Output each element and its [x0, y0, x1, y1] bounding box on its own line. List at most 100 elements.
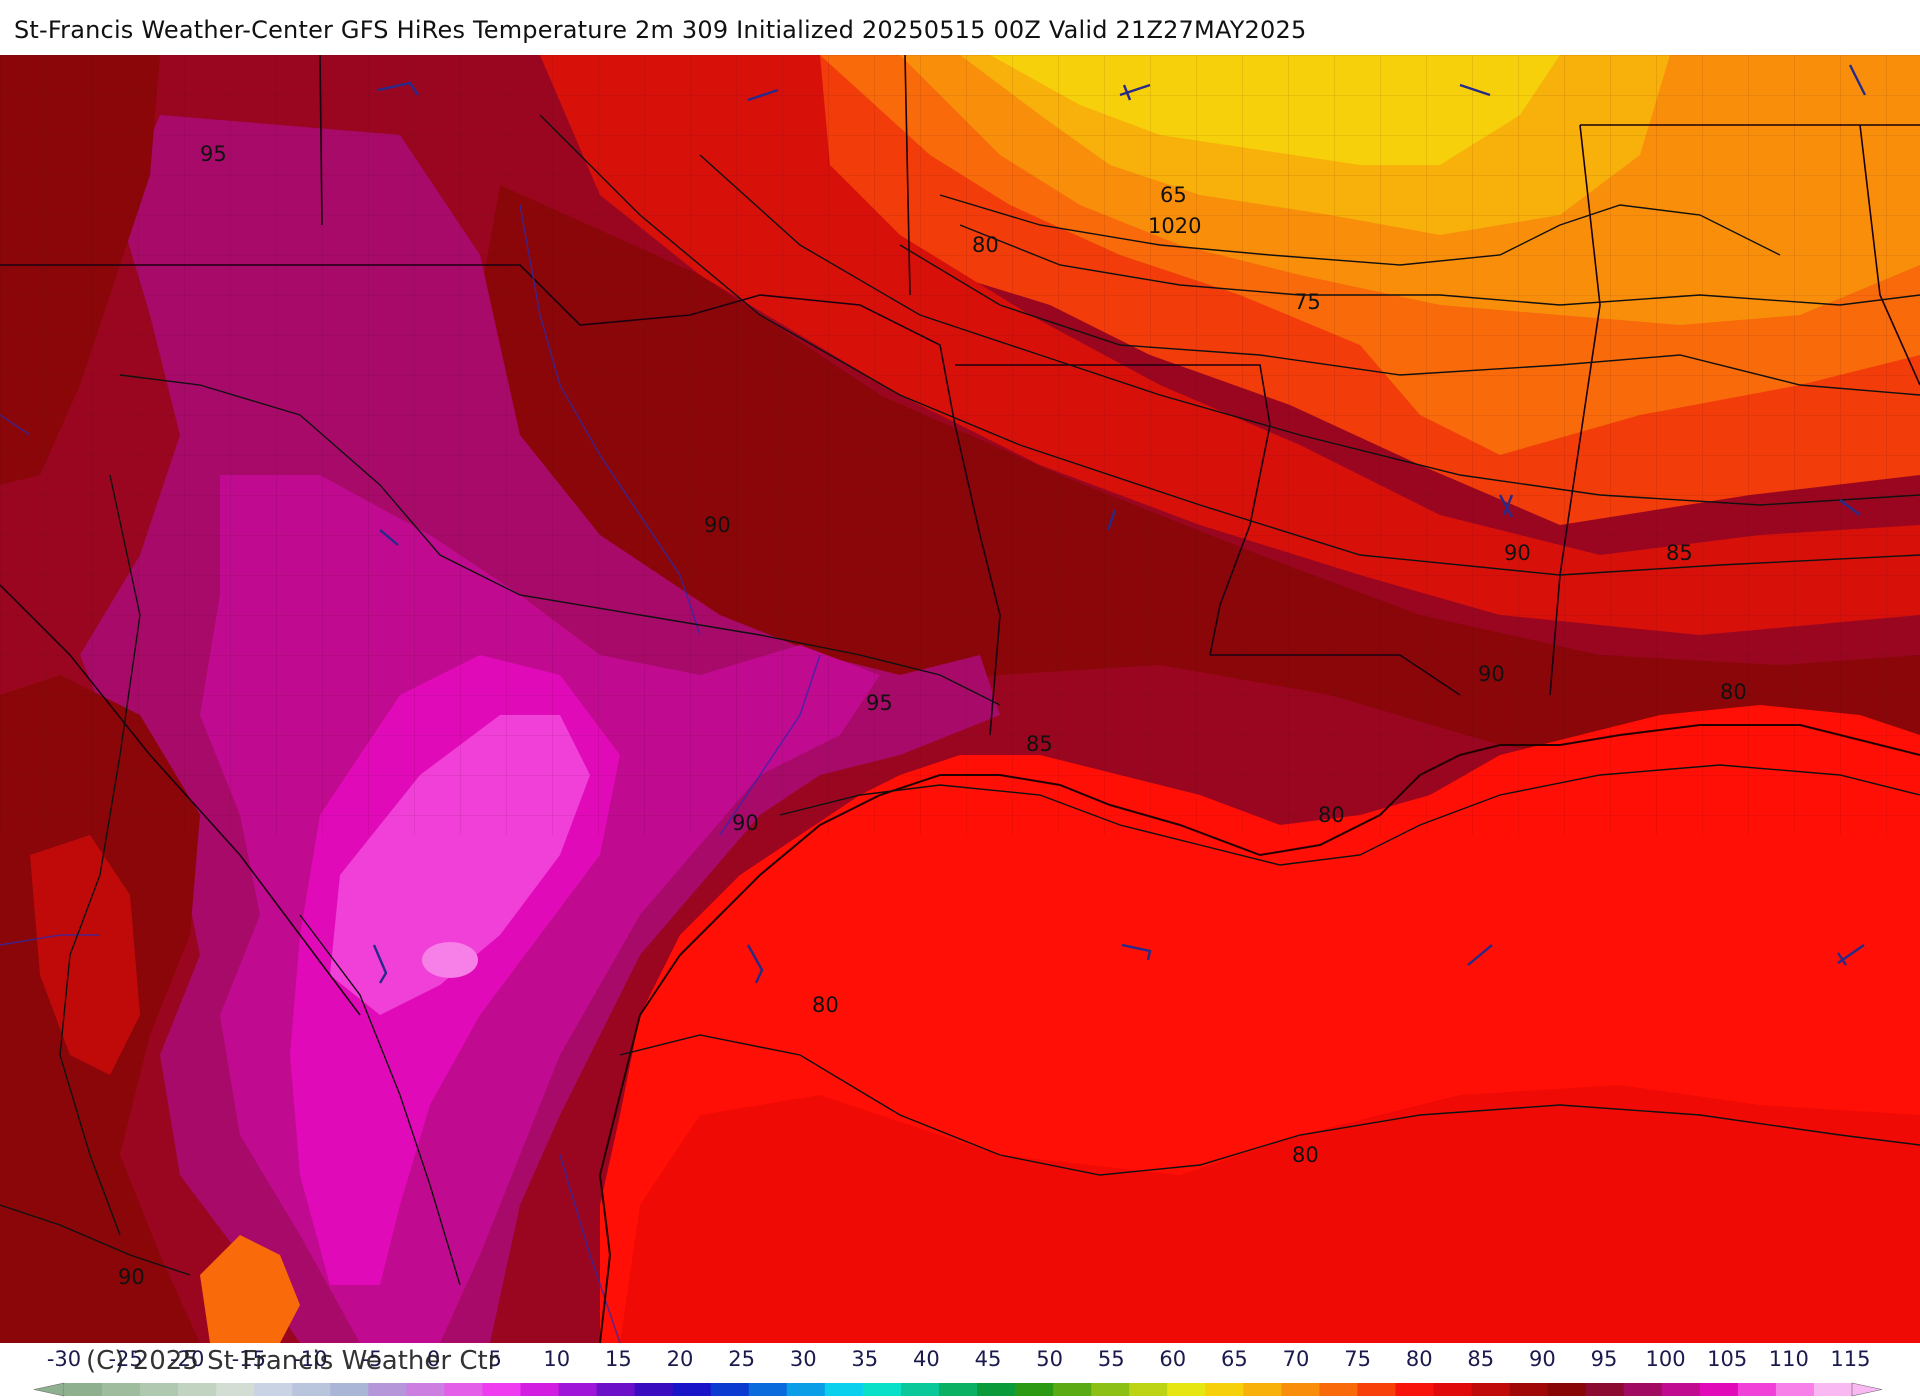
- legend-swatch: [1319, 1383, 1358, 1396]
- legend-tick-label: 15: [605, 1347, 632, 1371]
- legend-tick-label: 95: [1591, 1347, 1618, 1371]
- legend-tick-label: 110: [1769, 1347, 1809, 1371]
- legend-swatch: [900, 1383, 940, 1396]
- wind-barb-icon: [377, 81, 419, 96]
- coastline: [598, 724, 1920, 1343]
- legend-tick-label: 25: [728, 1347, 755, 1371]
- legend-swatch: [824, 1383, 864, 1396]
- contour-label: 80: [1720, 680, 1747, 704]
- legend-swatch: [977, 1383, 1016, 1396]
- contour-label-group: 95 65 1020 80 75 90 90 85 90 80 95 85 80…: [118, 142, 1747, 1289]
- legend-swatch: [1585, 1383, 1625, 1396]
- contour-label: 90: [704, 513, 731, 537]
- legend-swatch: [254, 1383, 293, 1396]
- legend-swatch: [444, 1383, 483, 1396]
- legend-tick-label: -30: [47, 1347, 81, 1371]
- legend-tick-label: 75: [1344, 1347, 1371, 1371]
- wind-barb-icon: [1121, 943, 1152, 961]
- legend-swatch: [1015, 1383, 1054, 1396]
- legend-tick-label: -5: [362, 1347, 383, 1371]
- legend-swatch: [178, 1383, 217, 1396]
- contour-label: 90: [1504, 541, 1531, 565]
- legend-tick-label: 10: [543, 1347, 570, 1371]
- legend-swatch: [748, 1383, 788, 1396]
- legend-tick-label: 50: [1036, 1347, 1063, 1371]
- legend-swatch: [1737, 1383, 1777, 1396]
- legend-swatch: [1699, 1383, 1739, 1396]
- contour-label: 65: [1160, 183, 1187, 207]
- legend-swatch: [64, 1383, 103, 1396]
- legend-tick-label: 0: [427, 1347, 440, 1371]
- contour-label: 95: [200, 142, 227, 166]
- legend-tick-label: 45: [975, 1347, 1002, 1371]
- legend-tick-label: 85: [1467, 1347, 1494, 1371]
- legend-swatch: [1129, 1383, 1168, 1396]
- legend-swatch: [520, 1383, 560, 1396]
- legend-swatch: [596, 1383, 636, 1396]
- legend-swatch: [1813, 1383, 1853, 1396]
- sw-orange-spot: [200, 1235, 300, 1343]
- contour-label: 75: [1294, 290, 1321, 314]
- legend-arrow-right: [1851, 1382, 1883, 1397]
- legend-tick-label: 30: [790, 1347, 817, 1371]
- wind-barb-icon: [1467, 944, 1493, 966]
- legend-swatch: [558, 1383, 598, 1396]
- contour-label: 95: [866, 691, 893, 715]
- legend-swatch: [1509, 1383, 1549, 1396]
- legend-swatch: [862, 1383, 902, 1396]
- legend-tick-label: 55: [1098, 1347, 1125, 1371]
- legend-swatch: [1471, 1383, 1511, 1396]
- legend-tick-label: 35: [851, 1347, 878, 1371]
- legend-swatch: [1357, 1383, 1396, 1396]
- wind-barbs: [372, 64, 1867, 984]
- wind-barb-icon: [1839, 499, 1861, 516]
- color-scale-legend: -30 -25 -20 -15 -10 -5 0 5 10 15 20 25 30 35 40 45 50 55 6…: [0, 1343, 1920, 1400]
- legend-swatch: [1205, 1383, 1244, 1396]
- legend-swatch: [1167, 1383, 1206, 1396]
- legend-tick-label: 60: [1159, 1347, 1186, 1371]
- contour-label: 1020: [1148, 214, 1201, 238]
- gulf-deep: [620, 1085, 1920, 1343]
- legend-swatch: [938, 1383, 978, 1396]
- legend-tick-label: 5: [489, 1347, 502, 1371]
- legend-swatch: [1661, 1383, 1701, 1396]
- legend-swatch: [634, 1383, 674, 1396]
- contour-label: 80: [812, 993, 839, 1017]
- legend-swatch: [1547, 1383, 1587, 1396]
- legend-tick-label: -25: [108, 1347, 142, 1371]
- wind-barb-icon: [1106, 509, 1117, 531]
- wind-barb-icon: [1498, 494, 1514, 518]
- wind-barb-icon: [372, 944, 388, 984]
- contour-label: 90: [732, 811, 759, 835]
- wind-barb-icon: [747, 88, 779, 102]
- contour-label: 85: [1666, 541, 1693, 565]
- legend-tick-label: 105: [1707, 1347, 1747, 1371]
- contour-label: 80: [1292, 1143, 1319, 1167]
- legend-swatch: [102, 1383, 141, 1396]
- wind-barb-icon: [1119, 83, 1151, 101]
- copyright-text: (C) 2025 St Francis Weather Ctr: [86, 1346, 499, 1376]
- legend-swatch: [710, 1383, 750, 1396]
- rivers: [0, 204, 821, 1343]
- wind-barb-icon: [1459, 83, 1491, 97]
- legend-swatch: [482, 1383, 522, 1396]
- wind-barb-icon: [379, 529, 399, 546]
- legend-swatch: [1433, 1383, 1473, 1396]
- legend-tick-label: 20: [667, 1347, 694, 1371]
- legend-swatch: [292, 1383, 331, 1396]
- temperature-map[interactable]: 95 65 1020 80 75 90 90 85 90 80 95 85 80…: [0, 55, 1920, 1343]
- contour-label: 85: [1026, 732, 1053, 756]
- west-red-lobe: [30, 835, 140, 1075]
- contour-label: 80: [972, 233, 999, 257]
- legend-swatch: [1091, 1383, 1130, 1396]
- state-borders: [0, 55, 1920, 1016]
- legend-tick-label: 70: [1283, 1347, 1310, 1371]
- legend-swatch: [1395, 1383, 1435, 1396]
- legend-swatch: [1053, 1383, 1092, 1396]
- legend-swatch: [1243, 1383, 1282, 1396]
- legend-tick-label: 100: [1646, 1347, 1686, 1371]
- legend-tick-label: -10: [293, 1347, 327, 1371]
- legend-tick-label: 40: [913, 1347, 940, 1371]
- legend-tick-label: 115: [1830, 1347, 1870, 1371]
- legend-tick-label: 80: [1406, 1347, 1433, 1371]
